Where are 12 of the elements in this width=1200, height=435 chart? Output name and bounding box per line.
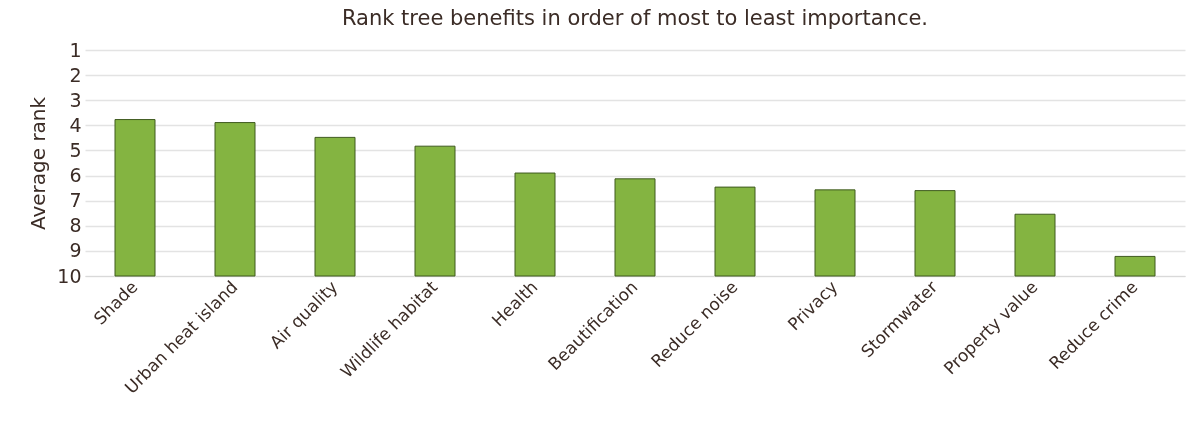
y-tick-label: 3: [69, 88, 82, 111]
chart-title: Rank tree benefits in order of most to least importance.: [341, 6, 929, 30]
y-tick-label: 9: [69, 239, 82, 262]
y-tick-label: 5: [69, 138, 82, 161]
y-tick-label: 10: [57, 264, 82, 287]
y-tick-label: 4: [69, 113, 82, 136]
y-tick-label: 8: [69, 214, 82, 237]
y-tick-label: 2: [69, 63, 82, 86]
y-tick-label: 1: [69, 38, 82, 61]
y-axis-title: Average rank: [26, 96, 51, 231]
y-tick-label: 6: [69, 164, 82, 187]
y-tick-label: 7: [69, 189, 82, 212]
